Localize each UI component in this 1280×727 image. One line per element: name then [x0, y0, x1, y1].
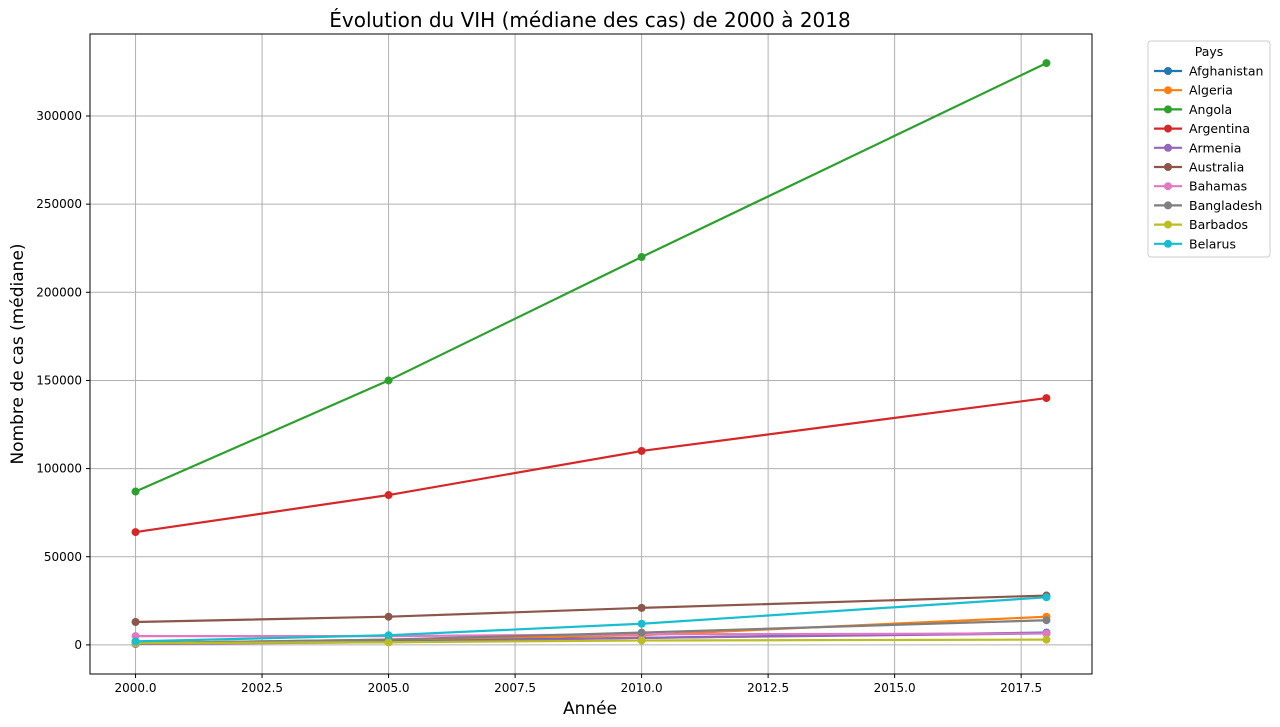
data-point: [1042, 629, 1051, 638]
series-line: [135, 619, 1047, 645]
x-tick-label: 2015.0: [874, 681, 916, 695]
series-lines: [131, 59, 1051, 649]
series-australia: [131, 591, 1051, 626]
legend-entry: Afghanistan: [1154, 64, 1263, 79]
grid: [90, 34, 1092, 674]
data-point: [1042, 394, 1051, 403]
data-point: [637, 619, 646, 628]
legend-label: Bahamas: [1189, 179, 1247, 194]
series-line: [135, 596, 1047, 643]
data-point: [1042, 593, 1051, 602]
data-point: [131, 617, 140, 626]
data-point: [131, 528, 140, 537]
legend-label: Angola: [1189, 102, 1232, 117]
legend-label: Algeria: [1189, 83, 1233, 98]
legend-label: Afghanistan: [1189, 64, 1263, 79]
legend-entry: Australia: [1154, 160, 1244, 175]
data-point: [637, 253, 646, 262]
x-tick-label: 2012.5: [747, 681, 789, 695]
legend-label: Barbados: [1189, 217, 1248, 232]
legend-entry: Argentina: [1154, 121, 1250, 136]
legend-entry: Bangladesh: [1154, 198, 1262, 213]
data-point: [637, 446, 646, 455]
data-point: [637, 636, 646, 645]
legend-entry: Barbados: [1154, 217, 1248, 232]
series-line: [135, 638, 1047, 645]
data-point: [384, 491, 393, 500]
x-axis-ticks: 2000.0 2002.5 2005.0 2007.5 2010.0 2012.5 2015…: [115, 674, 1042, 695]
legend-box: [1147, 40, 1271, 258]
y-tick-label: 300000: [36, 109, 82, 123]
y-axis-ticks: 0 50000 100000 150000 200000 250000 300000: [36, 109, 90, 652]
legend-marker: [1164, 124, 1172, 133]
legend-marker: [1164, 163, 1172, 171]
y-tick-label: 200000: [36, 285, 82, 299]
legend-marker: [1164, 220, 1172, 229]
chart-title: Évolution du VIH (médiane des cas) de 20…: [329, 8, 850, 32]
x-tick-label: 2010.0: [621, 681, 663, 695]
y-axis-label: Nombre de cas (médiane): [8, 243, 28, 464]
legend-label: Bangladesh: [1189, 198, 1262, 213]
legend-entry: Belarus: [1154, 236, 1236, 251]
data-point: [637, 628, 646, 637]
legend-marker: [1164, 143, 1172, 152]
legend: Pays Afghanistan Algeria Angola Argentina Arm…: [1147, 40, 1271, 258]
legend-entry: Algeria: [1154, 83, 1233, 98]
plot-frame: [89, 33, 1093, 675]
y-tick-label: 250000: [36, 197, 82, 211]
series-line: [135, 62, 1047, 493]
data-point: [384, 638, 393, 647]
legend-marker: [1164, 86, 1172, 95]
legend-entry: Bahamas: [1154, 179, 1247, 194]
legend-label: Armenia: [1189, 140, 1241, 155]
data-point: [1042, 635, 1051, 644]
data-point: [384, 612, 393, 621]
data-point: [384, 376, 393, 385]
data-point: [131, 637, 140, 646]
data-point: [384, 631, 393, 640]
legend-entry: Angola: [1154, 102, 1232, 117]
legend-title: Pays: [1195, 44, 1224, 59]
x-tick-label: 2000.0: [115, 681, 157, 695]
legend-marker: [1164, 201, 1172, 210]
legend-marker: [1164, 67, 1172, 75]
data-point: [1042, 59, 1051, 68]
x-tick-label: 2005.0: [368, 681, 410, 695]
legend-label: Australia: [1189, 160, 1244, 175]
y-tick-label: 100000: [36, 462, 82, 476]
y-tick-label: 150000: [36, 373, 82, 387]
x-tick-label: 2007.5: [494, 681, 536, 695]
data-point: [131, 487, 140, 496]
legend-label: Belarus: [1189, 236, 1236, 251]
series-line: [135, 594, 1047, 624]
x-tick-label: 2002.5: [241, 681, 283, 695]
legend-marker: [1164, 239, 1172, 248]
y-tick-label: 50000: [44, 550, 82, 564]
series-belarus: [131, 593, 1051, 646]
data-point: [1042, 616, 1051, 625]
y-tick-label: 0: [74, 638, 82, 652]
legend-marker: [1164, 105, 1172, 114]
legend-entry: Armenia: [1154, 140, 1241, 155]
legend-marker: [1164, 182, 1172, 191]
series-argentina: [131, 394, 1051, 537]
series-angola: [131, 59, 1051, 496]
series-line: [135, 396, 1047, 534]
x-tick-label: 2017.5: [1000, 681, 1042, 695]
legend-label: Argentina: [1189, 121, 1250, 136]
data-point: [637, 603, 646, 612]
x-axis-label: Année: [563, 699, 617, 719]
